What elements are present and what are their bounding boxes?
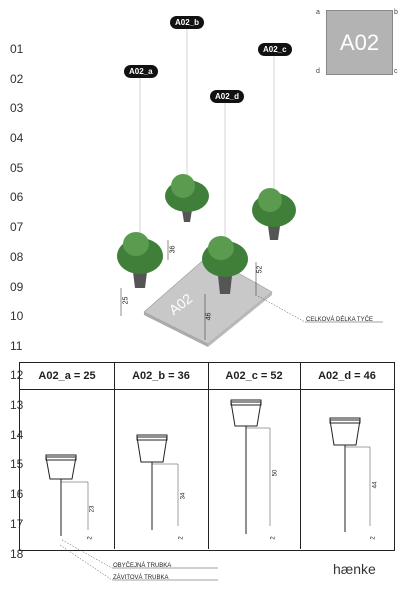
ruler-num: 14 [10,428,24,442]
pot-a [45,454,89,536]
ruler-num: 11 [10,339,23,353]
plant-d [202,236,248,294]
ruler-num: 09 [10,280,24,294]
ruler-num: 10 [10,309,24,323]
ruler-num: 13 [10,398,24,412]
ruler-num: 16 [10,487,24,501]
ruler-num: 03 [10,101,24,115]
corner-a: a [316,9,320,16]
header-d: A02_d = 46 [300,363,395,389]
header-b: A02_b = 36 [114,363,209,389]
thread-dim-b: 2 [178,536,185,540]
ruler-num: 08 [10,250,24,264]
iso-dim-c: 52 [256,265,264,274]
pot-d [329,417,371,532]
plant-c [252,188,296,240]
corner-b: b [394,9,398,16]
brand-logo: hænke [333,561,376,577]
code-box: A02 [326,10,393,75]
rod-length-label: CELKOVÁ DÉLKA TYČE [306,317,373,323]
tag-b: A02_b [170,16,205,29]
iso-dim-b: 36 [169,245,177,254]
ruler-num: 06 [10,190,24,204]
ruler-num: 05 [10,161,24,175]
pot-c [230,399,271,534]
corner-d: d [316,68,320,75]
tag-c: A02_c [258,43,292,56]
plant-b [165,174,209,222]
thread-dim-a: 2 [87,536,94,540]
ruler-num: 07 [10,220,24,234]
rod-dim-d: 44 [372,481,379,489]
rod-dim-b: 34 [180,492,187,500]
ruler-num: 17 [10,517,24,531]
tag-a: A02_a [124,65,158,78]
code-text: A02 [339,29,380,55]
plant-a [117,232,163,288]
rod-dim-c: 50 [272,469,279,477]
ruler-num: 12 [10,368,24,382]
legend-tube: OBYČEJNÁ TRUBKA [113,563,172,569]
legend-thread: ZÁVITOVÁ TRUBKA [113,575,169,581]
iso-dim-d: 46 [205,312,213,321]
dimension-table: A02_a = 25 A02_b = 36 A02_c = 52 A02_d =… [19,362,395,551]
ruler-num: 01 [10,42,24,56]
corner-c: c [394,68,398,75]
pot-b [136,434,179,530]
rod-dim-a: 23 [89,505,96,513]
header-a: A02_a = 25 [20,363,115,389]
header-c: A02_c = 52 [208,363,301,389]
ruler-num: 02 [10,72,24,86]
ruler-num: 15 [10,457,24,471]
iso-dim-a: 25 [122,296,130,305]
thread-dim-d: 2 [370,536,377,540]
tag-d: A02_d [210,90,245,103]
thread-dim-c: 2 [270,536,277,540]
ruler-num: 04 [10,131,24,145]
